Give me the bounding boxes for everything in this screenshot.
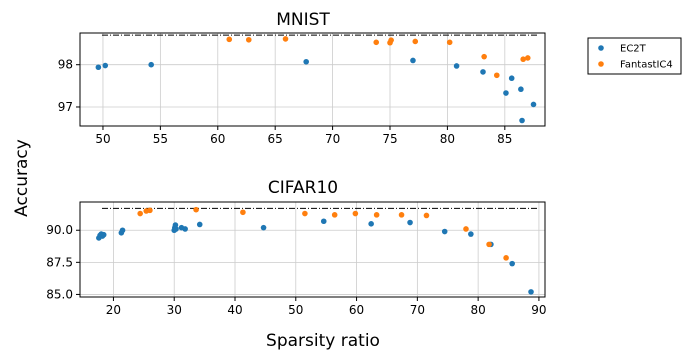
point-fantastic4: [388, 37, 394, 43]
x-tick-label: 85: [497, 132, 512, 146]
point-ec2t: [102, 62, 109, 69]
point-fantastic4: [352, 210, 359, 217]
point-ec2t: [519, 117, 525, 124]
point-ec2t: [196, 221, 203, 228]
point-ec2t: [182, 226, 188, 232]
title-cifar10: CIFAR10: [268, 178, 338, 198]
point-fantastic4: [226, 36, 233, 43]
legend-frame: [587, 37, 682, 75]
x-tick-label: 65: [268, 132, 283, 146]
point-ec2t: [508, 75, 515, 82]
point-ec2t: [320, 218, 327, 225]
point-ec2t: [518, 86, 524, 93]
point-ec2t: [410, 57, 416, 64]
point-ec2t: [303, 58, 309, 65]
point-ec2t: [453, 63, 460, 69]
y-tick-label: 97: [58, 100, 73, 114]
x-tick-label: 55: [153, 132, 168, 146]
y-tick-label: 87.5: [46, 255, 73, 269]
point-ec2t: [148, 61, 154, 68]
x-tick-label: 60: [210, 132, 225, 146]
x-axis-label: Sparsity ratio: [266, 331, 380, 351]
point-ec2t: [441, 228, 448, 235]
point-ec2t: [509, 260, 515, 267]
point-fantastic4: [423, 212, 430, 219]
x-tick-label: 90: [531, 303, 546, 317]
point-fantastic4: [520, 56, 526, 63]
point-ec2t: [100, 231, 107, 238]
point-ec2t: [95, 64, 102, 71]
point-ec2t: [119, 227, 126, 234]
x-tick-label: 50: [288, 303, 303, 317]
point-fantastic4: [493, 72, 500, 79]
plot-frame: [79, 32, 546, 127]
legend-marker-fantastic4: [598, 61, 604, 67]
point-fantastic4: [282, 36, 289, 42]
x-tick-label: 70: [410, 303, 425, 317]
point-fantastic4: [331, 212, 338, 218]
legend-label-fantastic4: FantastIC4: [620, 60, 673, 71]
point-fantastic4: [486, 241, 492, 248]
point-fantastic4: [446, 39, 453, 46]
point-ec2t: [480, 69, 486, 75]
point-ec2t: [407, 219, 413, 226]
point-fantastic4: [398, 212, 405, 218]
x-tick-label: 75: [382, 132, 397, 146]
point-fantastic4: [147, 207, 153, 214]
legend-label-ec2t: EC2T: [620, 44, 647, 55]
x-tick-label: 30: [167, 303, 182, 317]
point-ec2t: [503, 90, 509, 96]
y-tick-label: 85.0: [46, 287, 73, 301]
point-fantastic4: [137, 210, 143, 217]
point-fantastic4: [373, 212, 380, 218]
y-tick-label: 90.0: [46, 223, 73, 237]
plot-frame: [79, 201, 546, 298]
point-ec2t: [528, 289, 534, 295]
point-fantastic4: [245, 36, 252, 43]
point-fantastic4: [412, 38, 419, 45]
point-ec2t: [468, 231, 474, 237]
point-fantastic4: [302, 210, 308, 217]
point-fantastic4: [193, 206, 199, 213]
x-tick-label: 70: [325, 132, 340, 146]
panel-mnist: 50 55 60 65 70 75 80 85 97 98: [58, 32, 546, 146]
x-tick-label: 50: [95, 132, 110, 146]
point-ec2t: [530, 101, 537, 108]
point-fantastic4: [524, 55, 531, 61]
panel-cifar10: 20 30 40 50 60 70 80 90 85.0 87.5 90.0: [46, 201, 547, 317]
point-fantastic4: [463, 226, 469, 232]
point-fantastic4: [240, 209, 246, 216]
y-axis-label: Accuracy: [12, 139, 32, 217]
point-ec2t: [260, 224, 267, 231]
point-ec2t: [173, 226, 179, 232]
title-mnist: MNIST: [276, 10, 330, 30]
point-ec2t: [368, 221, 374, 227]
plot-panels: 50 55 60 65 70 75 80 85 97 98 20 30 40 50 60 70 80 90 85.0…: [46, 32, 547, 317]
x-tick-label: 80: [470, 303, 485, 317]
x-tick-label: 60: [349, 303, 364, 317]
y-tick-label: 98: [58, 58, 73, 72]
legend: EC2T FantastIC4: [587, 37, 682, 75]
point-fantastic4: [481, 53, 487, 60]
legend-marker-ec2t: [598, 45, 604, 51]
point-fantastic4: [373, 39, 380, 46]
point-fantastic4: [503, 255, 509, 261]
x-tick-label: 40: [227, 303, 242, 317]
x-tick-label: 80: [440, 132, 455, 146]
x-tick-label: 20: [106, 303, 121, 317]
